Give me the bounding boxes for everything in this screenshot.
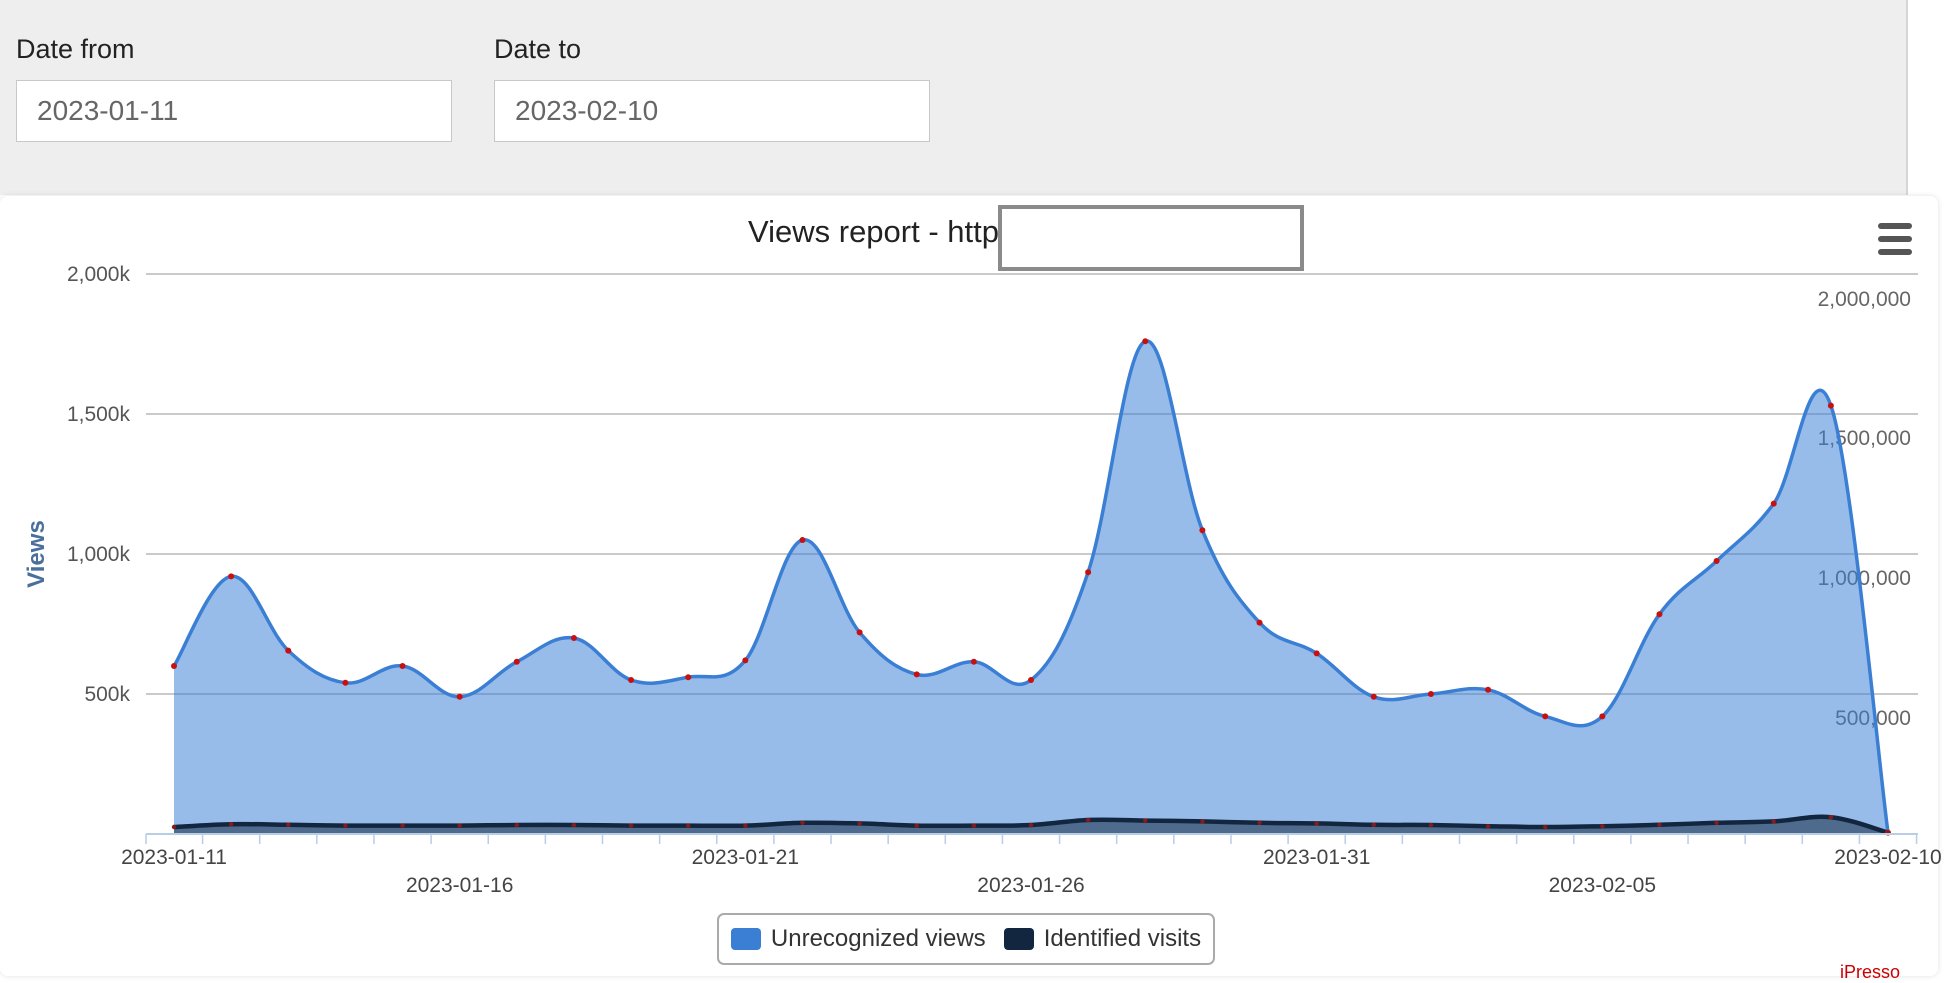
data-point-unrecognized[interactable] — [285, 647, 292, 654]
data-point-unrecognized[interactable] — [1770, 500, 1777, 507]
data-point-identified[interactable] — [1657, 822, 1662, 827]
data-point-identified[interactable] — [1200, 819, 1205, 824]
legend-item-unrecognized-views[interactable]: Unrecognized views — [730, 925, 986, 953]
legend-label-identified: Identified visits — [1043, 925, 1202, 952]
data-point-unrecognized[interactable] — [399, 663, 406, 669]
data-point-unrecognized[interactable] — [1656, 611, 1663, 618]
chart-title: Views report - http — [748, 214, 999, 249]
data-point-unrecognized[interactable] — [1485, 686, 1492, 693]
data-point-identified[interactable] — [1600, 823, 1605, 829]
data-point-unrecognized[interactable] — [628, 677, 635, 683]
data-point-unrecognized[interactable] — [1827, 402, 1834, 409]
data-point-unrecognized[interactable] — [513, 658, 520, 665]
legend-swatch-unrecognized — [730, 928, 761, 950]
data-point-unrecognized[interactable] — [1199, 527, 1206, 534]
date-from-label: Date from — [16, 34, 135, 64]
legend-swatch-identified — [1003, 928, 1034, 950]
chart-legend: Unrecognized views Identified visits — [717, 913, 1215, 965]
date-filter-panel: Date from Date to — [0, 0, 1908, 195]
date-to-input[interactable] — [494, 80, 930, 142]
data-point-unrecognized[interactable] — [456, 693, 463, 700]
data-point-identified[interactable] — [400, 823, 405, 828]
x-tick-label: 2023-01-31 — [1263, 846, 1370, 869]
y-tick-label: 1,500k — [67, 403, 131, 426]
data-point-identified[interactable] — [686, 823, 691, 828]
data-point-unrecognized[interactable] — [1313, 650, 1320, 657]
data-point-unrecognized[interactable] — [1085, 569, 1092, 576]
data-point-unrecognized[interactable] — [570, 635, 577, 641]
data-point-unrecognized[interactable] — [970, 658, 977, 665]
data-point-identified[interactable] — [1143, 818, 1148, 823]
data-point-identified[interactable] — [1314, 821, 1319, 826]
data-point-identified[interactable] — [228, 822, 234, 827]
data-point-identified[interactable] — [286, 822, 291, 827]
legend-label-unrecognized: Unrecognized views — [770, 925, 986, 952]
data-point-identified[interactable] — [571, 822, 577, 828]
y-tick-label: 500k — [84, 683, 130, 706]
data-point-identified[interactable] — [1371, 822, 1377, 827]
chart-container — [0, 196, 1938, 976]
data-point-unrecognized[interactable] — [1142, 338, 1149, 345]
chart-credits[interactable]: iPresso — [1840, 962, 1901, 982]
data-point-identified[interactable] — [1028, 822, 1034, 828]
data-point-identified[interactable] — [971, 823, 977, 828]
data-point-identified[interactable] — [800, 820, 805, 825]
data-point-identified[interactable] — [1485, 823, 1491, 829]
x-tick-label: 2023-01-11 — [121, 846, 227, 869]
data-point-identified[interactable] — [1714, 820, 1719, 825]
date-from-input[interactable] — [16, 80, 452, 142]
hamburger-menu-icon[interactable] — [1876, 223, 1916, 257]
y-tick-label: 2,000k — [67, 263, 131, 286]
data-point-unrecognized[interactable] — [228, 573, 235, 580]
data-point-identified[interactable] — [857, 821, 862, 826]
date-to-label: Date to — [494, 34, 582, 64]
data-point-identified[interactable] — [457, 823, 462, 828]
redacted-url-box — [998, 205, 1304, 271]
data-point-identified[interactable] — [1257, 820, 1262, 825]
series-unrecognized-area — [174, 340, 1888, 834]
data-point-identified[interactable] — [743, 823, 748, 828]
legend-item-identified-visits[interactable]: Identified visits — [1003, 925, 1202, 953]
data-point-unrecognized[interactable] — [799, 537, 806, 543]
data-point-identified[interactable] — [171, 824, 177, 830]
x-tick-label: 2023-01-26 — [977, 874, 1084, 897]
data-point-unrecognized[interactable] — [685, 674, 692, 681]
data-point-identified[interactable] — [1771, 819, 1776, 824]
x-tick-label: 2023-01-16 — [406, 874, 513, 897]
data-point-unrecognized[interactable] — [913, 671, 920, 678]
data-point-identified[interactable] — [628, 823, 634, 828]
data-point-unrecognized[interactable] — [1028, 677, 1034, 683]
data-point-unrecognized[interactable] — [1542, 713, 1549, 720]
data-point-identified[interactable] — [914, 823, 919, 828]
data-point-unrecognized[interactable] — [1713, 558, 1720, 564]
y-right-tick-label: 2,000,000 — [1818, 288, 1911, 311]
data-point-identified[interactable] — [343, 823, 348, 828]
y-tick-label: 1,000k — [67, 543, 131, 566]
data-point-identified[interactable] — [1543, 824, 1548, 830]
data-point-identified[interactable] — [1085, 817, 1091, 823]
x-tick-label: 2023-02-05 — [1549, 874, 1656, 897]
data-point-identified[interactable] — [1828, 815, 1834, 820]
data-point-identified[interactable] — [1428, 822, 1434, 828]
data-point-unrecognized[interactable] — [742, 657, 749, 664]
x-tick-label: 2023-01-21 — [692, 846, 799, 869]
data-point-unrecognized[interactable] — [1427, 691, 1434, 697]
y-axis-title: Views — [23, 520, 50, 588]
data-point-unrecognized[interactable] — [856, 629, 863, 636]
data-point-unrecognized[interactable] — [1599, 713, 1606, 720]
data-point-unrecognized[interactable] — [171, 663, 177, 669]
data-point-identified[interactable] — [514, 822, 519, 828]
data-point-unrecognized[interactable] — [1256, 619, 1263, 626]
data-point-unrecognized[interactable] — [1370, 693, 1377, 700]
x-tick-label: 2023-02-10 — [1834, 846, 1941, 869]
data-point-unrecognized[interactable] — [342, 679, 349, 686]
